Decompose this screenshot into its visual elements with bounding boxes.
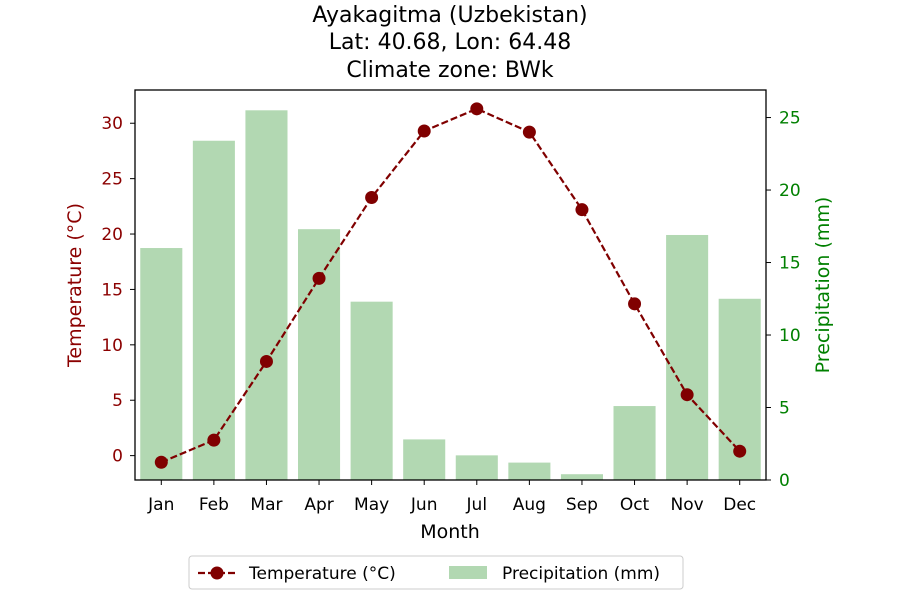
right-tick-label-25: 25: [779, 109, 801, 129]
left-tick-label-5: 5: [112, 391, 123, 411]
temperature-point-apr: [312, 271, 326, 285]
x-axis-label: Month: [420, 521, 480, 543]
x-tick-label-jan: Jan: [147, 495, 174, 515]
temperature-point-mar: [259, 354, 273, 368]
legend-precipitation-label: Precipitation (mm): [502, 564, 660, 584]
x-tick-label-jul: Jul: [466, 495, 488, 515]
x-tick-label-aug: Aug: [513, 495, 546, 515]
legend-frame: [188, 555, 684, 590]
precipitation-bar-nov: [666, 234, 709, 480]
precipitation-bar-jan: [140, 248, 183, 480]
x-tick-label-may: May: [354, 495, 389, 515]
temperature-point-aug: [522, 125, 536, 139]
right-tick-label-0: 0: [779, 471, 790, 491]
precipitation-bar-oct: [613, 406, 656, 480]
x-tick-label-mar: Mar: [250, 495, 282, 515]
legend-temperature-swatch-marker: [210, 566, 224, 580]
legend: Temperature (°C) Precipitation (mm): [188, 555, 684, 590]
temperature-series-line: [160, 107, 741, 464]
right-tick-label-20: 20: [779, 181, 801, 201]
temperature-line: [154, 102, 747, 469]
precipitation-bar-sep: [560, 474, 603, 480]
chart-title-line-2: Lat: 40.68, Lon: 64.48: [329, 30, 571, 55]
plot-frame: [134, 89, 767, 481]
left-tick-label-25: 25: [101, 170, 123, 190]
precipitation-bar-jul: [455, 455, 498, 480]
temperature-point-nov: [680, 388, 694, 402]
x-tick-label-apr: Apr: [304, 495, 333, 515]
left-tick-label-15: 15: [101, 280, 123, 300]
left-tick-label-10: 10: [101, 336, 123, 356]
left-tick-label-0: 0: [112, 447, 123, 467]
temperature-point-feb: [207, 433, 221, 447]
x-tick-label-dec: Dec: [723, 495, 756, 515]
precipitation-bar-aug: [508, 462, 551, 480]
right-tick-label-10: 10: [779, 326, 801, 346]
temperature-point-oct: [628, 297, 642, 311]
temperature-point-dec: [733, 444, 747, 458]
temperature-point-jul: [470, 102, 484, 116]
temperature-point-jan: [154, 455, 168, 469]
temperature-point-sep: [575, 203, 589, 217]
right-tick-label-15: 15: [779, 254, 801, 274]
x-tick-label-oct: Oct: [620, 495, 650, 515]
y-axis-label-left: Temperature (°C): [64, 203, 86, 368]
x-tick-label-sep: Sep: [566, 495, 598, 515]
precipitation-bars: [140, 110, 761, 481]
precipitation-bar-jun: [403, 439, 446, 480]
chart-title-line-3: Climate zone: BWk: [346, 58, 554, 83]
legend-precipitation-swatch: [449, 566, 487, 579]
chart-title-line-1: Ayakagitma (Uzbekistan): [312, 3, 587, 28]
y-axis-label-right: Precipitation (mm): [812, 197, 834, 374]
precipitation-bar-mar: [245, 110, 288, 481]
left-tick-label-30: 30: [101, 114, 123, 134]
x-tick-label-feb: Feb: [199, 495, 229, 515]
x-tick-label-nov: Nov: [671, 495, 704, 515]
precipitation-bar-may: [350, 301, 393, 480]
precipitation-bar-feb: [192, 140, 235, 480]
right-tick-label-5: 5: [779, 399, 790, 419]
x-tick-label-jun: Jun: [410, 495, 438, 515]
temperature-point-jun: [417, 124, 431, 138]
axes: 0 5 10 15 20 25 30 0 5 10 15 20 25 Jan Feb Mar Apr May Jun…: [101, 89, 801, 515]
legend-temperature-label: Temperature (°C): [248, 564, 396, 584]
precipitation-bar-apr: [298, 229, 341, 480]
temperature-point-may: [365, 190, 379, 204]
left-tick-label-20: 20: [101, 225, 123, 245]
